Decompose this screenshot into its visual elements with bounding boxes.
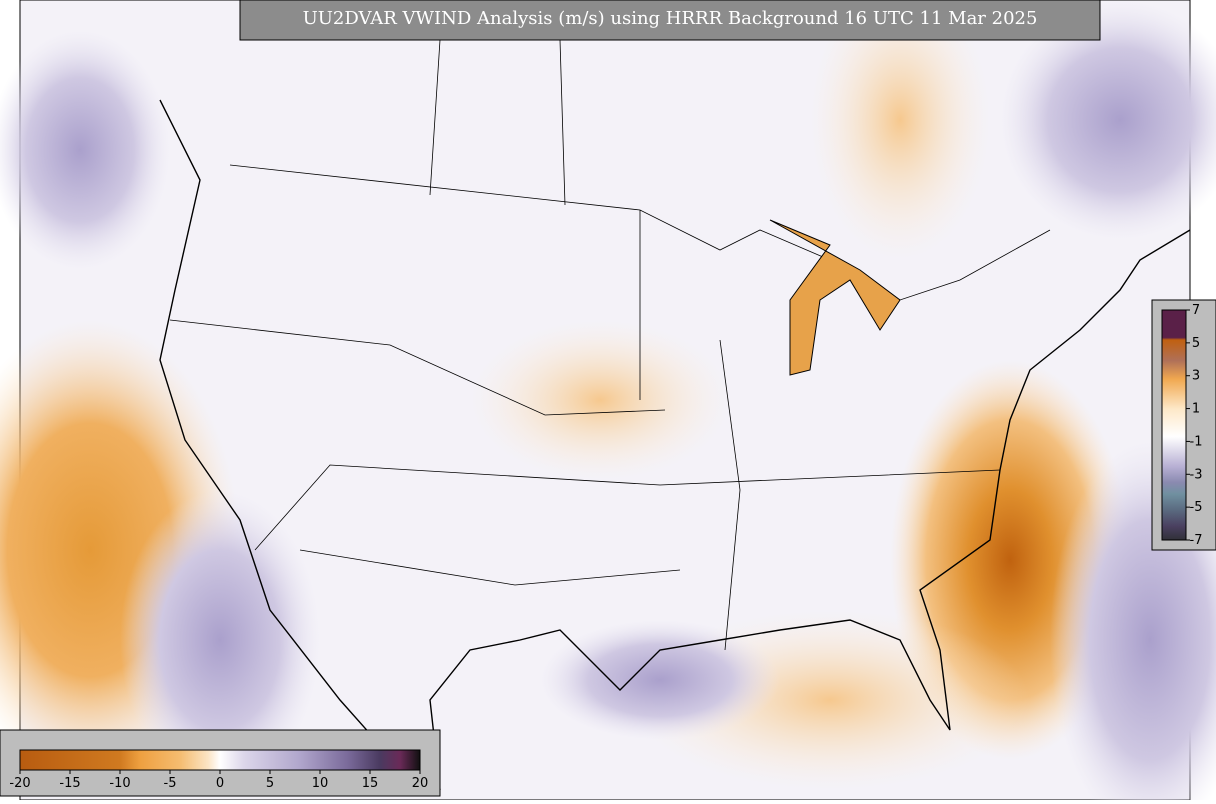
tick-label: -15 [59, 776, 80, 791]
tick-label: 3 [1192, 369, 1200, 384]
title: UU2DVAR VWIND Analysis (m/s) using HRRR … [303, 8, 1038, 29]
tick-label: -20 [9, 776, 30, 791]
tick-label: -5 [164, 776, 177, 791]
field-blob [470, 320, 730, 480]
borders [169, 39, 1051, 651]
colorbar-horizontal: -20 -15 -10 -5 0 5 10 15 20 [0, 729, 441, 797]
tick-label: -10 [109, 776, 130, 791]
tick-label: 5 [266, 776, 274, 791]
tick-label: 20 [412, 776, 429, 791]
field-blob [540, 620, 780, 740]
tick-label: -5 [1190, 500, 1203, 515]
colorbar [19, 749, 421, 771]
title-box [239, 0, 1101, 41]
tick-label: 0 [216, 776, 224, 791]
field-blob [810, 0, 990, 260]
tick-label: -3 [1190, 467, 1203, 482]
field-blob [120, 490, 320, 790]
field-blob [0, 30, 170, 270]
tick-label: -1 [1190, 434, 1203, 449]
great-lakes [769, 219, 901, 376]
colorbar [1161, 309, 1187, 541]
field-blob [1000, 0, 1216, 240]
tick-label: 7 [1192, 303, 1200, 318]
colorbar-vertical: 7 5 3 1 -1 -3 -5 -7 [1151, 299, 1216, 551]
tick-label: 5 [1192, 336, 1200, 351]
tick-label: 1 [1192, 402, 1200, 417]
tick-label: -7 [1190, 533, 1203, 548]
tick-label: 15 [362, 776, 379, 791]
coastline [159, 99, 1191, 791]
tick-label: 10 [312, 776, 329, 791]
